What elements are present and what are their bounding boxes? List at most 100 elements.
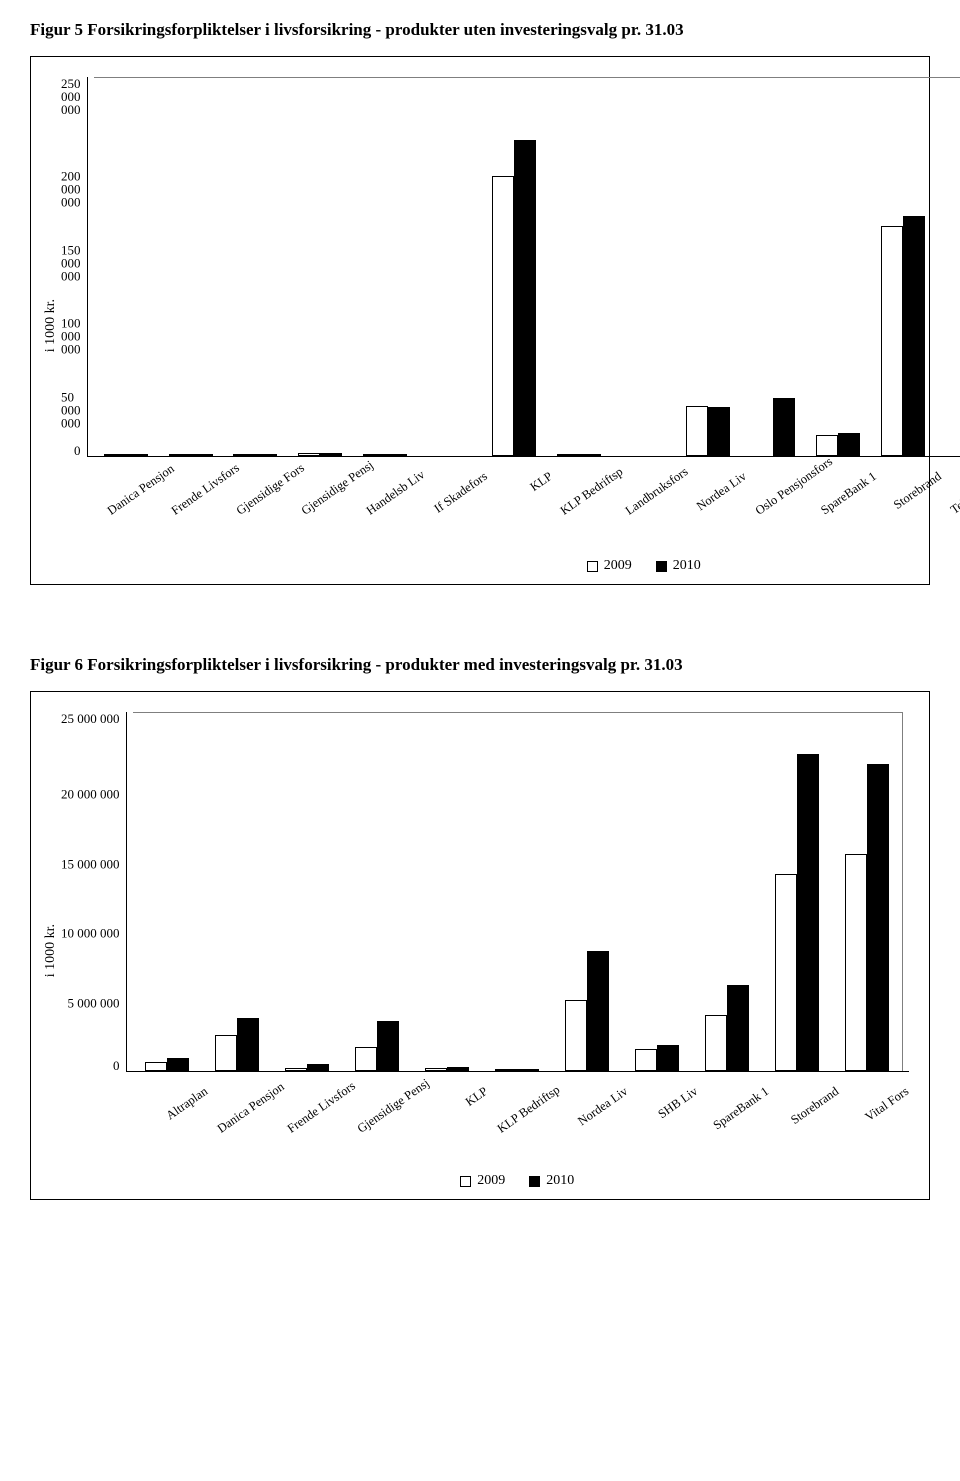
bar: [447, 1067, 469, 1071]
bar-group: [352, 78, 417, 456]
bar-group: [482, 78, 547, 456]
legend-label-2009: 2009: [604, 558, 632, 574]
bar-group: [288, 78, 353, 456]
legend-item-2010: 2010: [656, 558, 701, 574]
figure6-chart: i 1000 kr. 25 000 000 20 000 000 15 000 00…: [30, 691, 930, 1200]
figure6-yaxis: 25 000 000 20 000 000 15 000 000 10 000 000…: [61, 712, 126, 1072]
bar-group: [482, 713, 552, 1071]
bar-group: [417, 78, 482, 456]
bar: [126, 454, 148, 456]
figure6-title: Figur 6 Forsikringsforpliktelser i livsf…: [30, 655, 930, 675]
bar: [320, 453, 342, 456]
figure5-xaxis: Danica PensjonFrende LivsforsGjensidige …: [87, 457, 960, 476]
bar: [587, 951, 609, 1071]
ytick-label: 25 000 000: [61, 712, 120, 725]
bar: [686, 406, 708, 456]
bar: [838, 433, 860, 456]
bar: [845, 854, 867, 1071]
ytick-label: 150 000 000: [61, 243, 81, 282]
bar-group: [741, 78, 806, 456]
figure5-ylabel: i 1000 kr.: [41, 299, 61, 352]
bar: [579, 454, 601, 456]
bar-group: [272, 713, 342, 1071]
ytick-label: 15 000 000: [61, 857, 120, 870]
bar-group: [342, 713, 412, 1071]
bar: [385, 454, 407, 456]
bar: [881, 226, 903, 456]
bar: [775, 874, 797, 1071]
bar-group: [611, 78, 676, 456]
bar: [557, 454, 579, 456]
figure5-title: Figur 5 Forsikringsforpliktelser i livsf…: [30, 20, 930, 40]
bar-group: [412, 713, 482, 1071]
bar: [255, 454, 277, 456]
bar-group: [202, 713, 272, 1071]
ytick-label: 5 000 000: [68, 996, 120, 1009]
legend-label-2010: 2010: [546, 1173, 574, 1189]
bar: [191, 454, 213, 456]
bar-group: [223, 78, 288, 456]
bar-group: [832, 713, 902, 1071]
legend-swatch-2009: [460, 1176, 471, 1187]
figure6-ylabel: i 1000 kr.: [41, 924, 61, 977]
bar: [517, 1069, 539, 1071]
bar: [169, 454, 191, 456]
bar: [903, 216, 925, 456]
ytick-label: 0: [74, 444, 81, 457]
bar: [298, 453, 320, 456]
figure5-plot-area: [87, 77, 960, 457]
bar: [377, 1021, 399, 1071]
bar: [492, 176, 514, 456]
ytick-label: 100 000 000: [61, 317, 81, 356]
bar-group: [547, 78, 612, 456]
bar: [237, 1018, 259, 1071]
bar: [565, 1000, 587, 1071]
bar: [307, 1064, 329, 1071]
ytick-label: 20 000 000: [61, 788, 120, 801]
figure6-plot-area: [126, 712, 910, 1072]
figure5-legend: 2009 2010: [87, 558, 960, 574]
bar-group: [622, 713, 692, 1071]
bar: [355, 1047, 377, 1071]
legend-label-2009: 2009: [477, 1173, 505, 1189]
legend-item-2009: 2009: [460, 1173, 505, 1189]
bar: [167, 1058, 189, 1071]
bar-group: [692, 713, 762, 1071]
bar: [425, 1068, 447, 1071]
bar: [104, 454, 126, 456]
figure5-chart: i 1000 kr. 250 000 000 200 000 000 150 000…: [30, 56, 930, 585]
figure6-legend: 2009 2010: [126, 1173, 910, 1189]
bar: [145, 1062, 167, 1071]
legend-item-2009: 2009: [587, 558, 632, 574]
bar: [773, 398, 795, 456]
bar-group: [158, 78, 223, 456]
bar-group: [676, 78, 741, 456]
bar: [708, 407, 730, 456]
ytick-label: 10 000 000: [61, 927, 120, 940]
bar: [797, 754, 819, 1071]
bar: [233, 454, 255, 456]
bar: [635, 1049, 657, 1071]
ytick-label: 200 000 000: [61, 170, 81, 209]
bar: [215, 1035, 237, 1071]
ytick-label: 0: [113, 1059, 120, 1072]
bar-group: [94, 78, 159, 456]
figure6-xaxis: AltraplanDanica PensjonFrende LivsforsGj…: [126, 1072, 910, 1091]
bar: [285, 1068, 307, 1071]
bar-group: [935, 78, 960, 456]
bar: [657, 1045, 679, 1071]
legend-item-2010: 2010: [529, 1173, 574, 1189]
legend-swatch-2010: [529, 1176, 540, 1187]
figure5-yaxis: 250 000 000 200 000 000 150 000 000 100 000…: [61, 77, 87, 457]
bar-group: [133, 713, 203, 1071]
bar: [363, 454, 385, 456]
bar: [705, 1015, 727, 1071]
legend-swatch-2009: [587, 561, 598, 572]
bar: [727, 985, 749, 1071]
bar-group: [870, 78, 935, 456]
ytick-label: 50 000 000: [61, 390, 81, 429]
bar-group: [806, 78, 871, 456]
bar: [495, 1069, 517, 1071]
ytick-label: 250 000 000: [61, 77, 81, 116]
bar: [867, 764, 889, 1071]
